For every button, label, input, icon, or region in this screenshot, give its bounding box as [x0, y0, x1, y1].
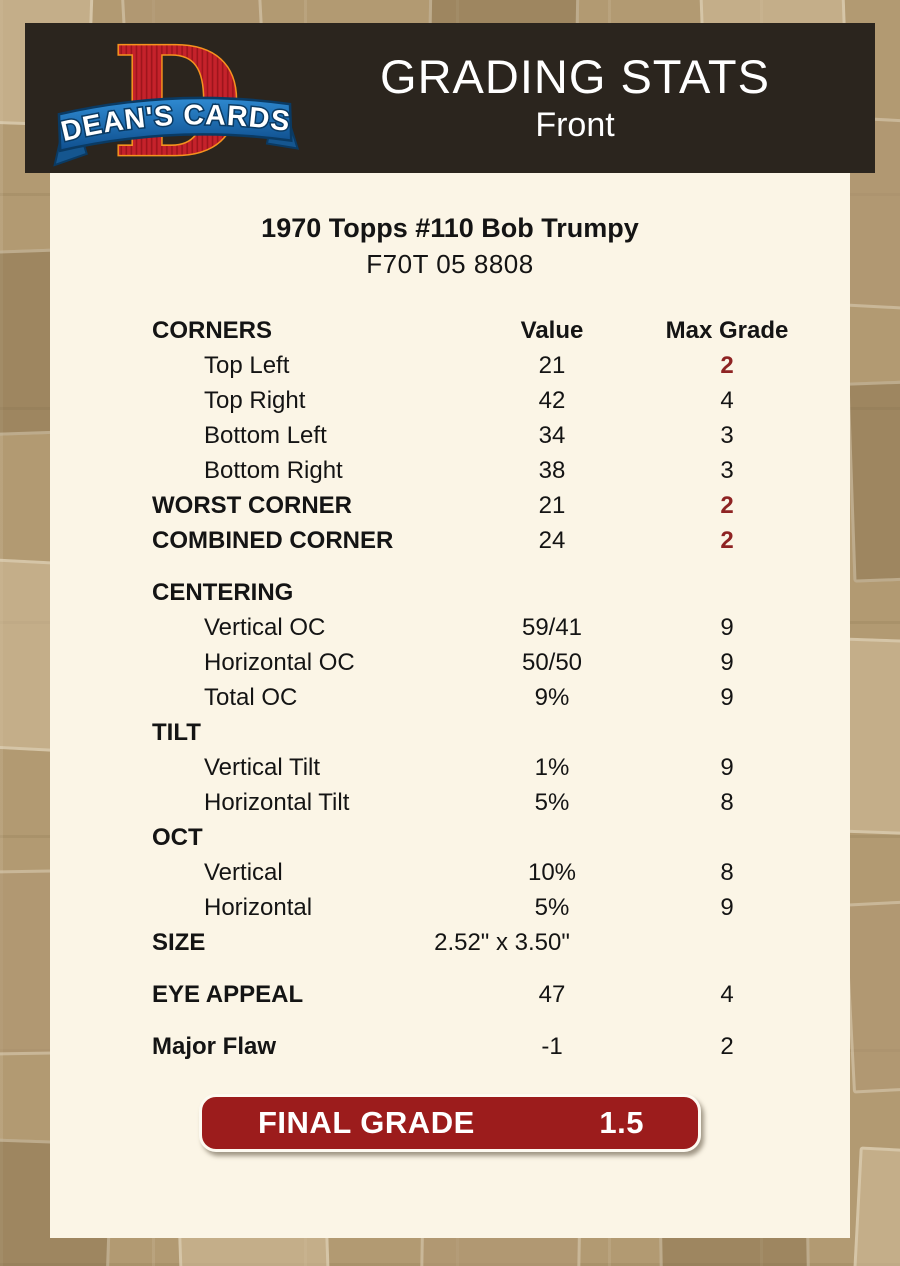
table-row: Vertical OC 59/41 9	[152, 610, 850, 645]
table-row: Vertical 10% 8	[152, 855, 850, 890]
row-value: 5%	[534, 788, 570, 816]
grading-table: CORNERS Value Max Grade Top Left 21 2 To…	[50, 313, 850, 1064]
row-value: 9%	[534, 683, 570, 711]
table-row: OCT	[152, 820, 850, 855]
logo-ribbon: DEAN'S CARDS	[53, 94, 299, 167]
row-label: OCT	[152, 823, 203, 851]
row-max-grade: 9	[720, 893, 734, 921]
table-row: WORST CORNER 21 2	[152, 488, 850, 523]
table-row: EYE APPEAL 47 4	[152, 977, 850, 1012]
row-max-grade: 8	[720, 858, 734, 886]
row-label: EYE APPEAL	[152, 980, 304, 1008]
row-label: Horizontal	[204, 893, 313, 921]
final-grade-label: FINAL GRADE	[258, 1105, 475, 1140]
row-value: 24	[538, 526, 566, 554]
header-bar: D DEAN'S CARDS GRADING STATS Front	[25, 23, 875, 173]
deans-cards-logo: D DEAN'S CARDS	[53, 27, 299, 169]
row-max-grade: 2	[720, 351, 734, 379]
final-grade-value: 1.5	[599, 1105, 644, 1140]
row-value: 21	[538, 351, 566, 379]
table-row: COMBINED CORNER 24 2	[152, 523, 850, 558]
table-row: Total OC 9% 9	[152, 680, 850, 715]
row-label: Vertical	[204, 858, 283, 886]
row-max-grade: 2	[720, 1032, 734, 1060]
table-row: Top Right 42 4	[152, 383, 850, 418]
row-value: 21	[538, 491, 566, 519]
row-max-grade: 8	[720, 788, 734, 816]
row-max-grade: 9	[720, 753, 734, 781]
table-row: Bottom Left 34 3	[152, 418, 850, 453]
table-row: Horizontal Tilt 5% 8	[152, 785, 850, 820]
final-grade-button[interactable]: FINAL GRADE 1.5	[199, 1094, 701, 1152]
row-max-grade: 2	[720, 526, 734, 554]
row-value: 1%	[534, 753, 570, 781]
row-max-grade: 9	[720, 648, 734, 676]
row-value: 50/50	[521, 648, 583, 676]
row-value: 38	[538, 456, 566, 484]
table-row: SIZE 2.52" x 3.50"	[152, 925, 850, 960]
row-label: Bottom Right	[204, 456, 343, 484]
table-row: Bottom Right 38 3	[152, 453, 850, 488]
table-row: Horizontal 5% 9	[152, 890, 850, 925]
row-value: 59/41	[521, 613, 583, 641]
card-thumbnail	[850, 1146, 900, 1266]
card-serial-code: F70T 05 8808	[366, 249, 534, 279]
row-max-grade: 3	[720, 456, 734, 484]
table-row: Horizontal OC 50/50 9	[152, 645, 850, 680]
row-label: Horizontal Tilt	[204, 788, 350, 816]
row-value: -1	[541, 1032, 563, 1060]
row-label: Vertical Tilt	[204, 753, 321, 781]
row-label: CORNERS	[152, 316, 273, 344]
page-title: GRADING STATS	[380, 49, 770, 103]
row-max-grade: Max Grade	[665, 316, 789, 344]
table-row: CORNERS Value Max Grade	[152, 313, 850, 348]
row-label: CENTERING	[152, 578, 294, 606]
row-value: 5%	[534, 893, 570, 921]
card-title: 1970 Topps #110 Bob Trumpy	[261, 213, 639, 243]
content-panel: 1970 Topps #110 Bob Trumpy F70T 05 8808 …	[50, 173, 850, 1238]
card-thumbnail	[846, 377, 900, 583]
row-label: Total OC	[204, 683, 298, 711]
row-label: Horizontal OC	[204, 648, 355, 676]
table-row: Top Left 21 2	[152, 348, 850, 383]
row-max-grade: 9	[720, 613, 734, 641]
row-label: Bottom Left	[204, 421, 327, 449]
row-label: WORST CORNER	[152, 491, 352, 519]
row-label: Top Left	[204, 351, 290, 379]
card-thumbnail	[843, 896, 900, 1094]
row-value: 10%	[527, 858, 577, 886]
row-max-grade: 9	[720, 683, 734, 711]
page-subtitle: Front	[535, 106, 615, 145]
table-row: Major Flaw -1 2	[152, 1029, 850, 1064]
row-label: Vertical OC	[204, 613, 326, 641]
row-max-grade: 4	[720, 980, 734, 1008]
row-label: SIZE	[152, 928, 206, 956]
row-value: 42	[538, 386, 566, 414]
row-value: 2.52" x 3.50"	[434, 928, 570, 956]
table-row: TILT	[152, 715, 850, 750]
row-label: Major Flaw	[152, 1032, 277, 1060]
table-row: Vertical Tilt 1% 9	[152, 750, 850, 785]
row-max-grade: 3	[720, 421, 734, 449]
row-max-grade: 2	[720, 491, 734, 519]
row-value: 47	[538, 980, 566, 1008]
row-label: COMBINED CORNER	[152, 526, 394, 554]
header-titles: GRADING STATS Front	[305, 23, 845, 173]
row-label: TILT	[152, 718, 201, 746]
table-row: CENTERING	[152, 575, 850, 610]
row-value: Value	[520, 316, 584, 344]
row-label: Top Right	[204, 386, 306, 414]
row-value: 34	[538, 421, 566, 449]
row-max-grade: 4	[720, 386, 734, 414]
